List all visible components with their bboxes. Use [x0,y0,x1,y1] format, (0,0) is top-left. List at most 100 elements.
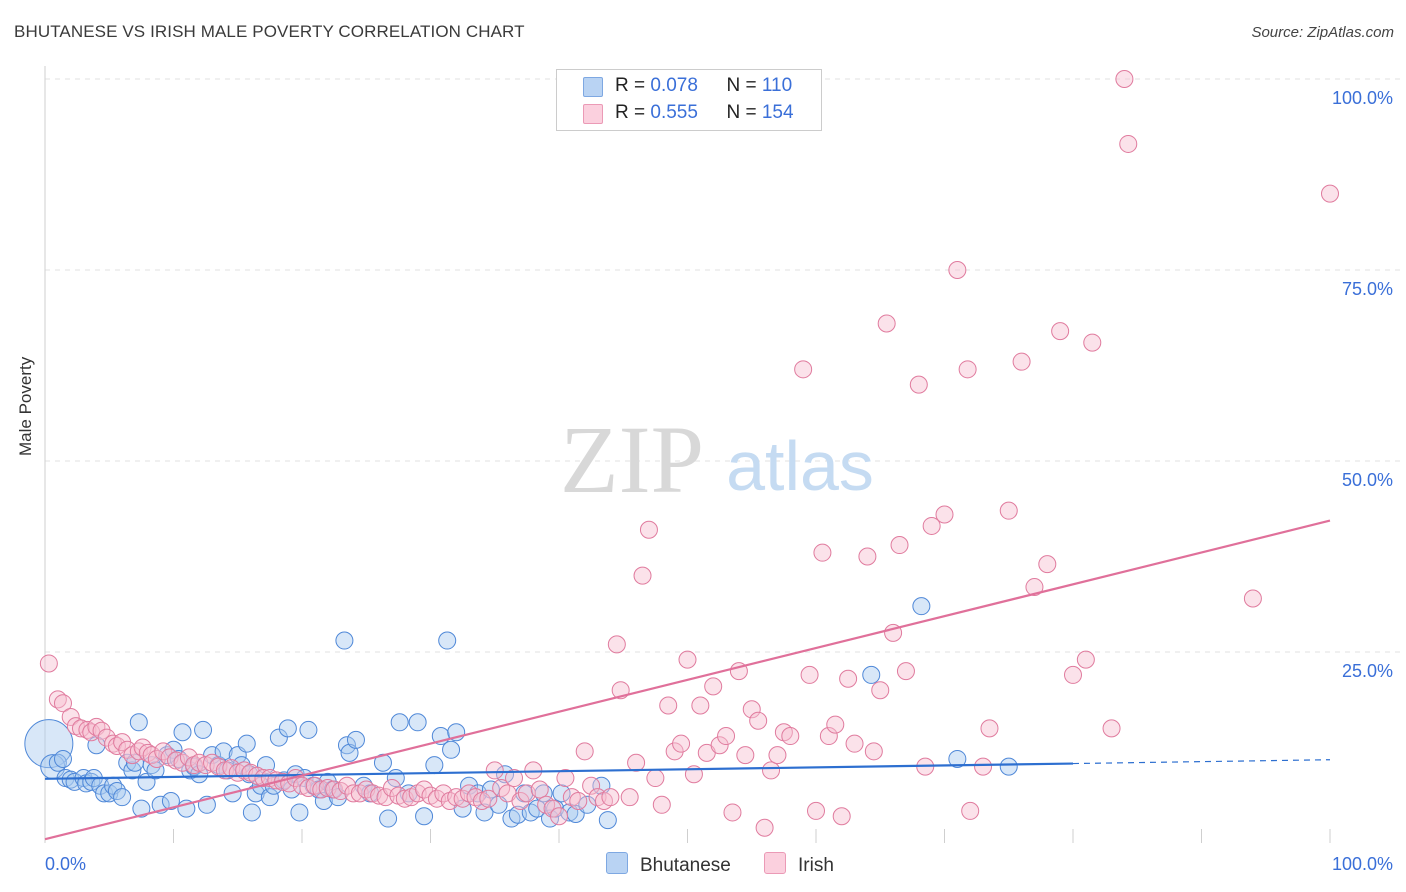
zipatlas-watermark: ZIP atlas [560,406,874,513]
bhutanese-point [442,740,461,759]
irish-point [819,727,838,746]
trend-lines [44,519,1331,841]
irish-point [974,757,993,776]
irish-point [601,788,620,807]
irish-point [1083,333,1102,352]
irish-point [762,761,781,780]
correlation-legend: R = 0.078 N = 110 R = 0.555 N = 154 [556,69,822,131]
bhutanese-point [598,811,617,830]
irish-point [312,780,331,799]
irish-point [800,665,819,684]
irish-point [1076,650,1095,669]
legend-n-value-bhutanese: 110 [761,75,793,96]
watermark-atlas: atlas [726,427,874,505]
bhutanese-point [346,730,365,749]
irish-point [877,314,896,333]
legend-r-label: R = [615,75,651,96]
irish-point [543,799,562,818]
grid-lines [45,78,1400,653]
bhutanese-point [129,713,148,732]
irish-point [864,742,883,761]
bhutanese-point [335,631,354,650]
irish-point [672,734,691,753]
legend-r-label: R = [615,102,651,123]
tick-labels: 25.0% 50.0% 75.0% 100.0% 0.0% 100.0% [45,88,1393,874]
irish-point [511,791,530,810]
irish-point [896,662,915,681]
bhutanese-point [146,761,165,780]
irish-point [691,696,710,715]
bhutanese-point [390,713,409,732]
bhutanese-point [132,799,151,818]
irish-point [935,505,954,524]
bhutanese-point [578,795,597,814]
bhutanese-point [194,720,213,739]
irish-point [665,742,684,761]
irish-point [582,776,601,795]
irish-point [646,769,665,788]
irish-point [807,801,825,820]
legend-r-value-irish: 0.555 [650,102,698,123]
irish-point [485,761,504,780]
irish-point [1102,719,1121,738]
bhutanese-point [415,807,434,826]
y-tick-label: 25.0% [1342,661,1393,681]
bhutanese-point [438,631,457,650]
irish-point [890,536,909,555]
bhutanese-point [948,749,967,768]
irish-point [1038,555,1057,574]
irish-point [755,818,774,837]
irish-point [999,501,1018,520]
irish-point [1064,665,1082,684]
irish-point [479,789,498,808]
bottom-legend-swatch-irish [764,852,786,874]
irish-points [39,70,1339,837]
irish-point [717,727,736,746]
irish-point [736,746,755,765]
irish-point [575,742,594,761]
axes [44,66,1331,843]
legend-swatch-bhutanese [583,77,603,97]
irish-point [569,791,588,810]
bhutanese-point [552,784,571,803]
irish-point [53,694,72,713]
bhutanese-point [299,720,318,739]
irish-point [723,803,742,822]
bhutanese-point [237,734,256,753]
irish-point [980,719,999,738]
irish-point [826,715,845,734]
bottom-legend-label-irish: Irish [798,855,834,876]
bhutanese-point [475,803,494,822]
irish-point [633,566,652,585]
bottom-legend-label-bhutanese: Bhutanese [640,855,731,876]
irish-point [858,547,877,566]
bhutanese-point [278,719,297,738]
irish-point [1025,578,1044,597]
irish-point [550,807,568,826]
irish-point [71,719,90,738]
irish-point [620,788,639,807]
y-tick-label: 50.0% [1342,470,1393,490]
legend-r-value-bhutanese: 0.078 [650,75,698,96]
irish-point [742,700,761,719]
chart-title: BHUTANESE VS IRISH MALE POVERTY CORRELAT… [14,22,525,41]
irish-point [845,734,864,753]
irish-point [627,753,646,772]
bhutanese-trend-extension [1072,759,1331,765]
irish-point [1115,70,1134,88]
irish-point [909,375,928,394]
bhutanese-point [862,665,881,684]
bhutanese-trend-line [44,762,1074,780]
irish-point [382,778,401,797]
bhutanese-point [260,788,279,807]
irish-point [1012,352,1031,371]
irish-point [794,360,813,379]
watermark-zip: ZIP [560,406,704,513]
irish-point [133,738,152,757]
irish-trend-line [44,519,1331,841]
y-tick-label: 100.0% [1332,88,1393,108]
irish-point [871,681,890,700]
y-axis-label: Male Poverty [16,356,35,456]
irish-point [1051,322,1070,341]
irish-point [781,727,800,746]
